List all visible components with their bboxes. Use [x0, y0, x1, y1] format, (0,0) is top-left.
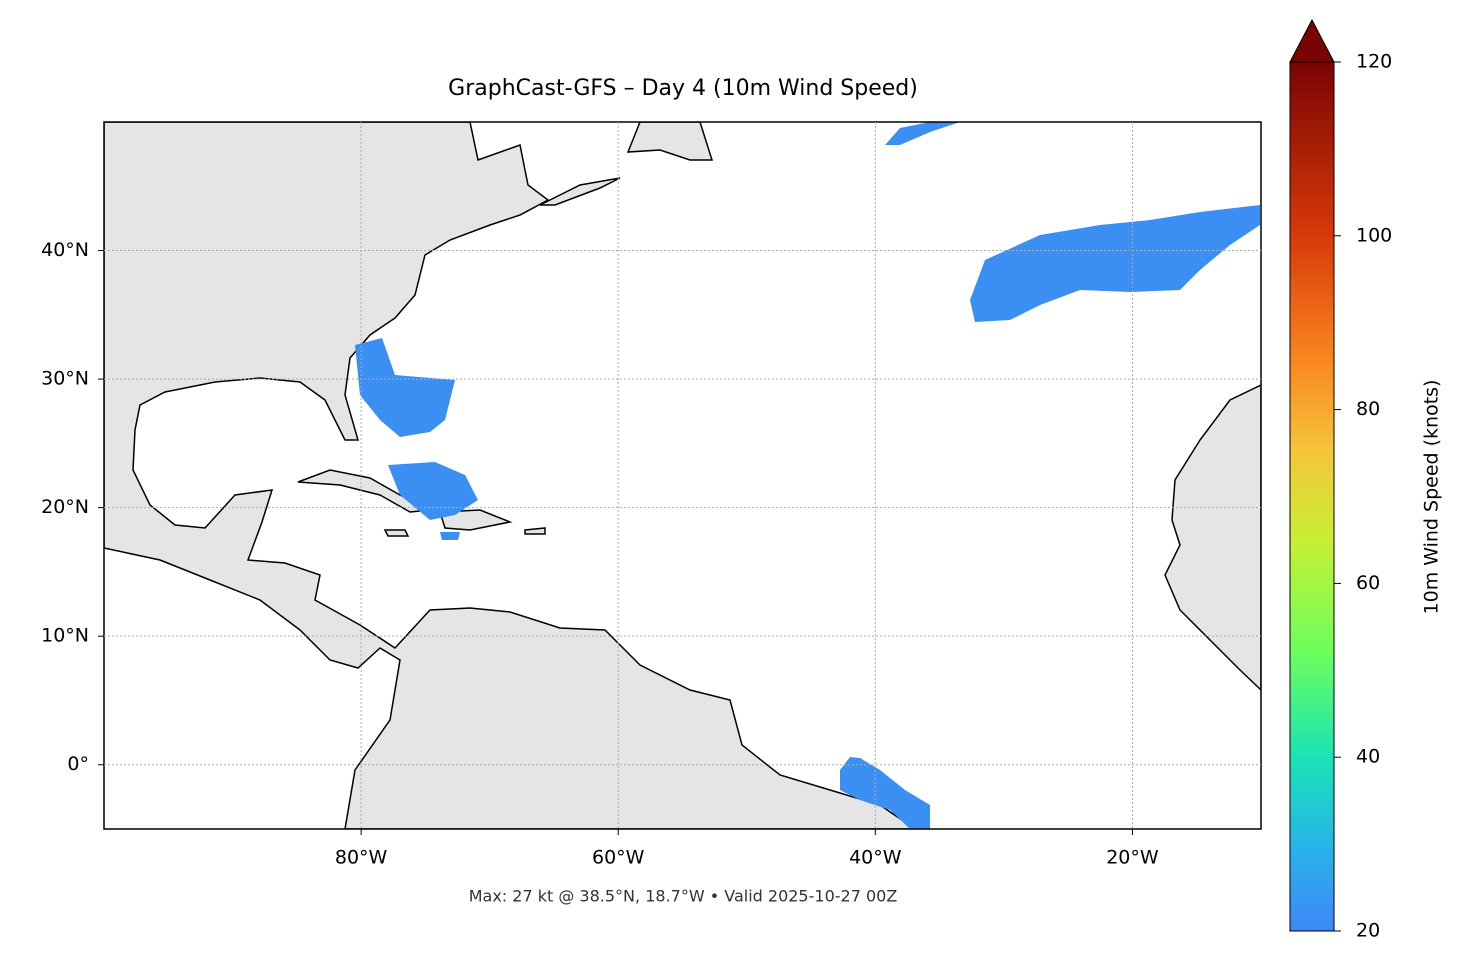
puerto-rico	[524, 527, 546, 535]
jamaica	[383, 529, 410, 537]
colorbar-tick-label: 100	[1356, 224, 1392, 246]
map-frame	[103, 121, 1262, 830]
colorbar-tick-label: 120	[1356, 51, 1392, 73]
wind-area	[388, 462, 478, 540]
africa	[1164, 384, 1261, 692]
caption: Max: 27 kt @ 38.5°N, 18.7°W • Valid 2025…	[469, 887, 898, 906]
chart-title: GraphCast-GFS – Day 4 (10m Wind Speed)	[448, 76, 918, 101]
colorbar-extend	[1289, 18, 1335, 63]
x-tick-label: 80°W	[335, 847, 388, 869]
x-tick-label: 40°W	[849, 847, 902, 869]
y-tick-label: 20°N	[41, 496, 89, 518]
americas	[104, 122, 917, 829]
wind-area	[840, 757, 930, 829]
x-tick-label: 60°W	[592, 847, 645, 869]
colorbar-tick-label: 40	[1356, 746, 1380, 768]
nova-scotia	[539, 177, 621, 206]
hispaniola	[438, 509, 513, 531]
x-tick-label: 20°W	[1106, 847, 1159, 869]
map	[104, 122, 1261, 829]
wind-area	[355, 338, 455, 437]
y-tick-label: 40°N	[41, 239, 89, 261]
colorbar	[1289, 61, 1335, 932]
y-tick-label: 10°N	[41, 625, 89, 647]
colorbar-tick-label: 20	[1356, 920, 1380, 942]
colorbar-tick-label: 80	[1356, 398, 1380, 420]
colorbar-tick-label: 60	[1356, 572, 1380, 594]
wind-area	[885, 122, 960, 145]
newfoundland	[626, 122, 714, 161]
wind-area	[970, 205, 1260, 322]
colorbar-label: 10m Wind Speed (knots)	[1421, 380, 1443, 615]
y-tick-label: 30°N	[41, 368, 89, 390]
y-tick-label: 0°	[67, 753, 89, 775]
